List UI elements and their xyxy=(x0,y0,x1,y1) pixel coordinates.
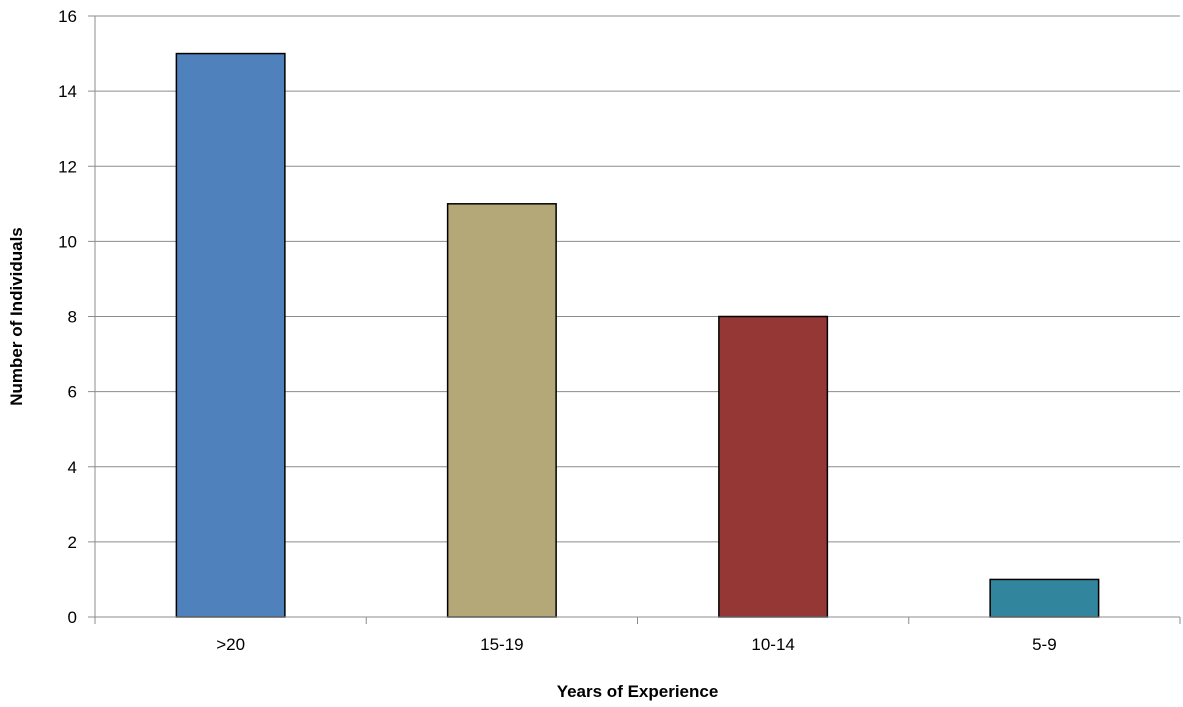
bar-2 xyxy=(718,315,829,618)
x-tick-label-1: 15-19 xyxy=(480,635,523,654)
axes xyxy=(88,15,1181,624)
y-tick-label-1: 2 xyxy=(68,533,77,552)
bars xyxy=(175,52,1100,618)
tick-labels: 0 2 4 6 8 10 12 14 16 >20 15-19 10-14 5-9 xyxy=(58,7,1057,654)
x-tick-label-0: >20 xyxy=(216,635,245,654)
y-tick-label-7: 14 xyxy=(58,82,77,101)
y-tick-label-0: 0 xyxy=(68,608,77,627)
y-axis-title: Number of Individuals xyxy=(7,227,26,406)
x-tick-label-2: 10-14 xyxy=(751,635,794,654)
x-tick-label-3: 5-9 xyxy=(1032,635,1057,654)
y-tick-label-4: 8 xyxy=(68,308,77,327)
y-tick-label-8: 16 xyxy=(58,7,77,26)
bar-1 xyxy=(446,203,557,618)
bar-3 xyxy=(989,578,1100,618)
y-tick-label-2: 4 xyxy=(68,458,77,477)
y-tick-label-5: 10 xyxy=(58,232,77,251)
bar-0 xyxy=(175,52,286,618)
y-tick-label-3: 6 xyxy=(68,383,77,402)
x-axis-title: Years of Experience xyxy=(557,682,719,701)
y-tick-label-6: 12 xyxy=(58,157,77,176)
